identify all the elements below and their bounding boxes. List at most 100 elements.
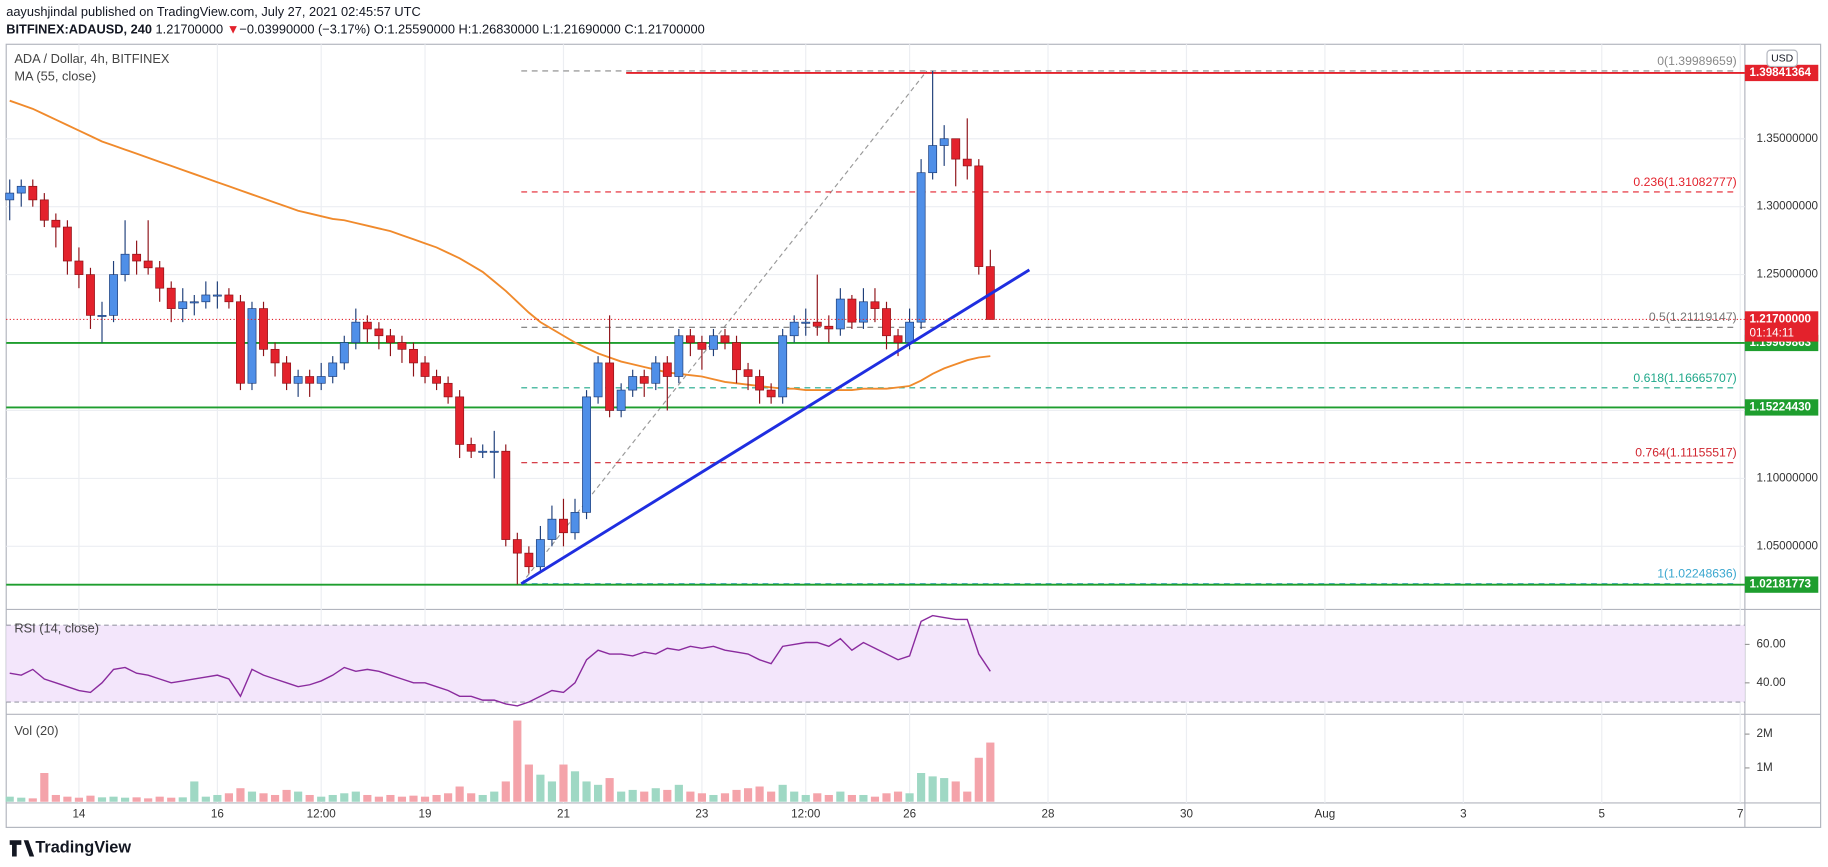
volume-bar: [547, 781, 557, 802]
volume-bar: [374, 796, 383, 802]
candle-body: [397, 342, 407, 350]
y-tick-label: 1.05000000: [1757, 539, 1819, 552]
candle-body: [409, 348, 418, 364]
candle-body: [616, 389, 626, 411]
symbol: BITFINEX:ADAUSD, 240: [6, 22, 152, 37]
header-quote: BITFINEX:ADAUSD, 240 1.21700000 ▼−0.0399…: [6, 22, 705, 37]
volume-bar: [940, 778, 949, 802]
volume-bar: [259, 793, 268, 802]
candle-body: [720, 335, 730, 343]
volume-bar: [455, 786, 464, 802]
volume-bar: [51, 794, 60, 802]
level-tag: [1744, 399, 1819, 416]
x-tick-label: 30: [1180, 808, 1193, 821]
volume-bar: [847, 794, 856, 802]
x-tick-label: 12:00: [307, 808, 337, 821]
candle-body: [743, 369, 753, 377]
level-tag-label: 1.15224430: [1750, 401, 1812, 414]
candle-body: [570, 512, 580, 534]
volume-bar: [536, 774, 545, 802]
candle-body: [270, 348, 280, 364]
ma-label: MA (55, close): [14, 68, 96, 83]
y-tick-label: 1.10000000: [1757, 471, 1819, 484]
volume-bar: [732, 789, 741, 802]
candle-body: [766, 389, 776, 398]
trendline: [520, 268, 1031, 585]
volume-bar: [767, 791, 776, 802]
candle-body: [339, 342, 349, 364]
candle-body: [812, 321, 822, 327]
candle-body: [5, 192, 15, 201]
volume-bar: [236, 788, 245, 802]
volume-bar: [397, 796, 407, 802]
fib-label: 1(1.02248636): [1657, 567, 1737, 581]
author: aayushjindal: [6, 4, 77, 19]
fib-label: 0.764(1.11155517): [1635, 446, 1736, 460]
rsi-line: [9, 614, 991, 707]
volume-bar: [905, 793, 914, 802]
volume-bar: [190, 781, 199, 802]
candle-body: [316, 376, 326, 384]
candle-body: [916, 172, 926, 323]
candle-body: [512, 539, 522, 554]
candle-body: [351, 321, 361, 343]
volume-bar: [63, 796, 72, 802]
volume-bar: [974, 757, 983, 802]
rsi-band: [6, 625, 1745, 703]
x-tick-label: 16: [211, 808, 224, 821]
volume-bar: [963, 791, 972, 802]
x-tick-label: 19: [419, 808, 432, 821]
volume-bar: [651, 788, 660, 802]
last: 1.21700000: [156, 22, 224, 37]
x-tick-label: 21: [557, 808, 570, 821]
volume-bar: [870, 796, 880, 802]
low-val: L:1.21690000: [543, 22, 621, 37]
volume-bar: [282, 789, 291, 802]
candle-body: [224, 294, 234, 303]
volume-bar: [628, 789, 637, 802]
volume-bar: [97, 797, 107, 802]
candle-body: [755, 376, 765, 391]
close-val: C:1.21700000: [624, 22, 704, 37]
volume-bar: [501, 781, 510, 802]
candle-body: [328, 362, 338, 377]
volume-bar: [490, 791, 499, 802]
volume-bar: [224, 793, 233, 802]
volume-label: Vol (20): [14, 723, 58, 738]
volume-bar: [467, 793, 476, 802]
volume-bar: [340, 793, 349, 802]
candle-body: [905, 321, 915, 343]
candle-body: [639, 376, 649, 384]
volume-bar: [132, 797, 141, 802]
candle-body: [858, 301, 868, 323]
candle-body: [132, 253, 142, 262]
candle-body: [420, 362, 430, 377]
candle-body: [882, 308, 891, 337]
volume-bar: [74, 797, 84, 802]
header-line: aayushjindal published on TradingView.co…: [6, 4, 421, 19]
candle-body: [593, 362, 603, 398]
volume-bar: [674, 784, 683, 802]
candle-body: [305, 376, 315, 384]
x-tick-label: Aug: [1315, 808, 1336, 821]
candle-body: [443, 382, 453, 398]
candle-body: [962, 158, 972, 167]
volume-bar: [986, 742, 995, 802]
candle-body: [432, 376, 441, 384]
x-tick-label: 23: [695, 808, 708, 821]
candle-body: [109, 274, 118, 316]
x-tick-label: 5: [1599, 808, 1605, 821]
candle-body: [155, 267, 165, 289]
arrow: ▼: [227, 22, 240, 37]
volume-bar: [40, 772, 49, 802]
candle-body: [651, 362, 661, 384]
candle-body: [974, 165, 984, 267]
candle-body: [39, 199, 49, 221]
x-tick-label: 12:00: [791, 808, 821, 821]
volume-bar: [755, 786, 764, 802]
volume-bar: [409, 795, 418, 802]
volume-bar: [201, 796, 210, 802]
volume-tick-label: 1M: [1757, 761, 1773, 774]
brand-logo: [9, 840, 35, 857]
volume-bar: [432, 794, 441, 802]
